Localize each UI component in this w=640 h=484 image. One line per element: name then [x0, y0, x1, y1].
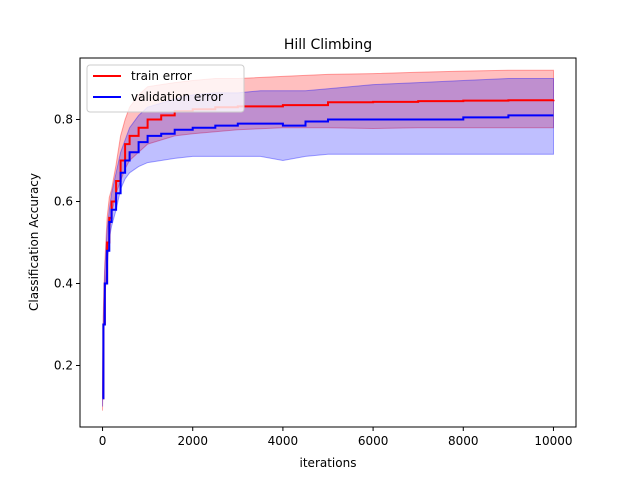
y-tick-label: 0.4 [54, 277, 73, 291]
x-tick-label: 10000 [534, 434, 572, 448]
x-axis-ticks: 0 2000 4000 6000 8000 10000 [99, 427, 573, 448]
legend-label-validation: validation error [131, 90, 223, 104]
x-tick-label: 0 [99, 434, 107, 448]
y-tick-label: 0.2 [54, 359, 73, 373]
y-tick-label: 0.6 [54, 195, 73, 209]
y-tick-label: 0.8 [54, 113, 73, 127]
x-tick-label: 2000 [177, 434, 208, 448]
x-tick-label: 8000 [448, 434, 479, 448]
x-tick-label: 4000 [268, 434, 299, 448]
legend-label-train: train error [131, 69, 192, 83]
legend-box [86, 64, 245, 113]
x-tick-label: 6000 [358, 434, 389, 448]
x-axis-label: iterations [300, 456, 357, 470]
y-axis-label: Classification Accuracy [27, 173, 41, 311]
y-axis-ticks: 0.2 0.4 0.6 0.8 [54, 113, 80, 373]
plot-area-frame [79, 57, 577, 428]
legend: train error validation error [86, 64, 245, 113]
series-lines [102, 99, 555, 400]
line-validation-error [102, 114, 554, 400]
chart-title: Hill Climbing [284, 37, 372, 53]
